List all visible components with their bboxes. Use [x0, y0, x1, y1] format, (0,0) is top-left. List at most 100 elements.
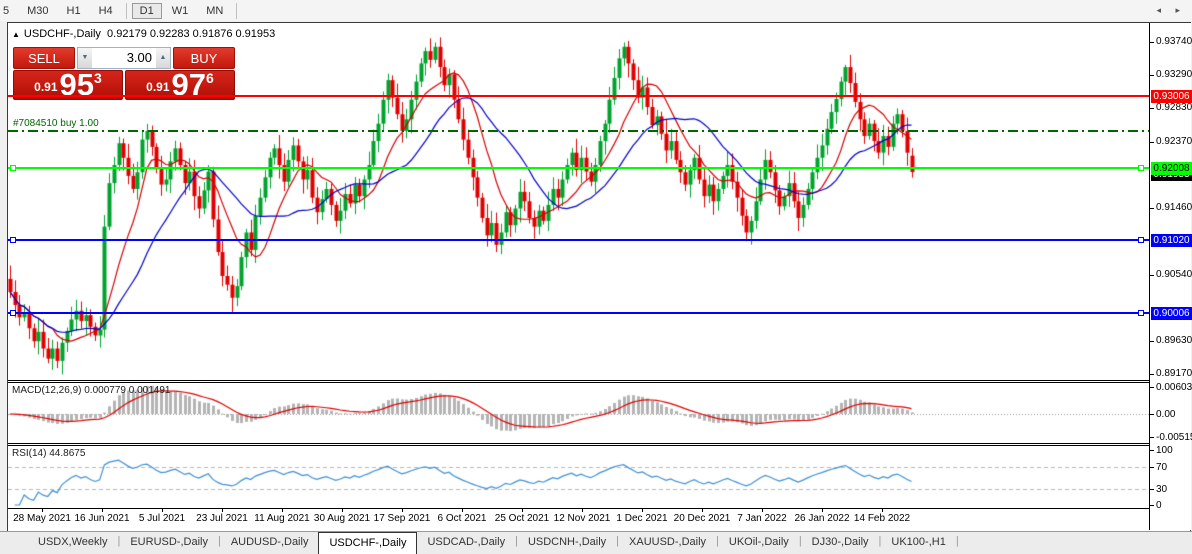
symbol-tab-bar: USDX,Weekly | EURUSD-,Daily | AUDUSD-,Daily U…: [0, 531, 1192, 554]
date-tick-label: 25 Oct 2021: [494, 513, 550, 524]
macd-pane[interactable]: MACD(12,26,9) 0.000779 0.001491: [8, 383, 1149, 443]
timeframe-button-mn[interactable]: MN: [206, 4, 224, 17]
chart-symbol: USDCHF-,Daily: [23, 28, 101, 40]
date-tick-label: 20 Dec 2021: [673, 513, 731, 524]
date-tick-mark: [702, 509, 703, 512]
rsi-tick-mark: [1150, 505, 1154, 506]
macd-tick-label: 0.00: [1156, 409, 1176, 420]
date-tick-mark: [282, 509, 283, 512]
tab-separator: |: [716, 535, 719, 547]
sell-price-prefix: 0.91: [34, 80, 58, 94]
date-tick-mark: [462, 509, 463, 512]
open-position-label: #7084510 buy 1.00: [13, 118, 99, 129]
macd-tick-label: 0.006034: [1156, 382, 1192, 393]
tab-separator: |: [616, 535, 620, 547]
symbol-tab-eurusd[interactable]: EURUSD-,Daily: [130, 536, 208, 548]
symbol-tab-uk100[interactable]: UK100-,H1: [891, 536, 946, 548]
date-tick-label: 17 Sep 2021: [373, 513, 431, 524]
date-tick-mark: [222, 509, 223, 512]
date-tick-label: 12 Nov 2021: [553, 513, 611, 524]
pane-splitter[interactable]: [8, 380, 1149, 383]
date-tick-mark: [762, 509, 763, 512]
collapse-triangle-icon[interactable]: ▲: [12, 30, 20, 39]
support-line-1-handle[interactable]: [1138, 236, 1144, 243]
open-position-line[interactable]: [8, 129, 1149, 132]
support-line-1[interactable]: [8, 238, 1149, 241]
resistance-line-price-badge: 0.93006: [1151, 89, 1192, 103]
support-line-1-price-badge: 0.91020: [1151, 233, 1192, 247]
rsi-tick-mark: [1150, 488, 1154, 490]
symbol-tab-audusd[interactable]: AUDUSD-,Daily: [230, 536, 309, 548]
price-tick-label: 0.90540: [1156, 268, 1192, 280]
date-tick-label: 7 Jan 2022: [737, 513, 787, 524]
date-tick-mark: [642, 509, 643, 512]
date-tick-label: 26 Jan 2022: [794, 513, 850, 524]
symbol-tab-ukoil[interactable]: UKOil-,Daily: [728, 536, 789, 548]
entry-level-line[interactable]: [8, 167, 1149, 170]
tab-separator: |: [798, 535, 802, 547]
date-tick-mark: [582, 509, 583, 512]
date-tick-label: 11 Aug 2021: [254, 513, 310, 524]
macd-label: MACD(12,26,9) 0.000779 0.001491: [12, 385, 171, 396]
rsi-chart-canvas[interactable]: [8, 446, 1149, 508]
tab-separator: |: [515, 535, 518, 547]
support-line-2-handle[interactable]: [1138, 310, 1144, 317]
price-axis[interactable]: 0.930060.920080.910200.900060.919530.937…: [1149, 23, 1192, 530]
tab-separator: |: [217, 535, 221, 547]
date-tick-mark: [522, 509, 523, 512]
tab-separator: |: [955, 535, 959, 547]
time-axis[interactable]: 28 May 2021 16 Jun 2021 5 Jul 2021 23 Jul 2…: [8, 508, 1149, 530]
rsi-pane[interactable]: RSI(14) 44.8675: [8, 446, 1149, 508]
timeframe-button-h1[interactable]: H1: [66, 4, 81, 17]
rsi-label: RSI(14) 44.8675: [12, 448, 86, 459]
toolbar-separator: [236, 2, 238, 19]
timeframe-button-h4[interactable]: H4: [98, 4, 113, 17]
date-tick-label: 23 Jul 2021: [196, 513, 248, 524]
buy-button[interactable]: BUY: [173, 47, 235, 69]
date-tick-mark: [42, 509, 43, 512]
support-line-1-handle[interactable]: [10, 236, 16, 243]
date-tick-mark: [402, 509, 403, 512]
price-pane[interactable]: ▲ USDCHF-,Daily 0.92179 0.92283 0.91876 0…: [8, 23, 1149, 380]
tab-bar-lead: [0, 532, 28, 554]
resistance-line[interactable]: [8, 94, 1149, 97]
rsi-tick-label: 0: [1156, 500, 1162, 511]
symbol-tab-usdcnh[interactable]: USDCNH-,Daily: [527, 536, 607, 548]
support-line-2[interactable]: [8, 312, 1149, 315]
macd-tick-mark: [1150, 414, 1154, 415]
price-tick-mark: [1150, 75, 1154, 77]
entry-level-line-handle[interactable]: [1138, 165, 1144, 172]
symbol-tab-dj30[interactable]: DJ30-,Daily: [811, 536, 869, 548]
volume-decrease-button[interactable]: ▼: [78, 48, 92, 68]
price-tick-mark: [1150, 373, 1154, 375]
timeframe-button-w1[interactable]: W1: [171, 4, 189, 17]
date-tick-mark: [882, 509, 883, 512]
date-tick-mark: [102, 509, 103, 512]
support-line-2-handle[interactable]: [10, 310, 16, 317]
symbol-tab-usdcad[interactable]: USDCAD-,Daily: [427, 536, 506, 548]
macd-tick-mark: [1150, 387, 1154, 388]
symbol-tab-usdx[interactable]: USDX,Weekly: [38, 536, 108, 548]
sell-button[interactable]: SELL: [13, 47, 75, 69]
date-tick-label: 5 Jul 2021: [138, 513, 186, 524]
price-tick-mark: [1150, 207, 1154, 209]
pane-splitter[interactable]: [8, 443, 1149, 446]
tab-scroll-arrows[interactable]: ◂ ▸: [1156, 5, 1186, 15]
macd-chart-canvas[interactable]: [8, 383, 1149, 443]
timeframe-button-5[interactable]: 5: [3, 4, 10, 17]
price-tick-mark: [1150, 340, 1154, 342]
macd-tick-mark: [1150, 437, 1154, 439]
price-tick-mark: [1150, 274, 1154, 276]
rsi-tick-label: 70: [1156, 461, 1168, 473]
volume-increase-button[interactable]: ▲: [156, 48, 170, 68]
tab-separator: |: [878, 535, 882, 547]
tab-separator: |: [117, 535, 121, 547]
timeframe-button-d1[interactable]: D1: [131, 2, 162, 19]
symbol-tab-xauusd[interactable]: XAUUSD-,Daily: [629, 536, 707, 548]
volume-input[interactable]: 3.00: [126, 50, 152, 65]
symbol-tab-usdchf[interactable]: USDCHF-,Daily: [318, 532, 418, 554]
price-tick-label: 0.93740: [1156, 36, 1192, 48]
timeframe-button-m30[interactable]: M30: [27, 4, 49, 17]
entry-level-line-handle[interactable]: [10, 165, 16, 172]
